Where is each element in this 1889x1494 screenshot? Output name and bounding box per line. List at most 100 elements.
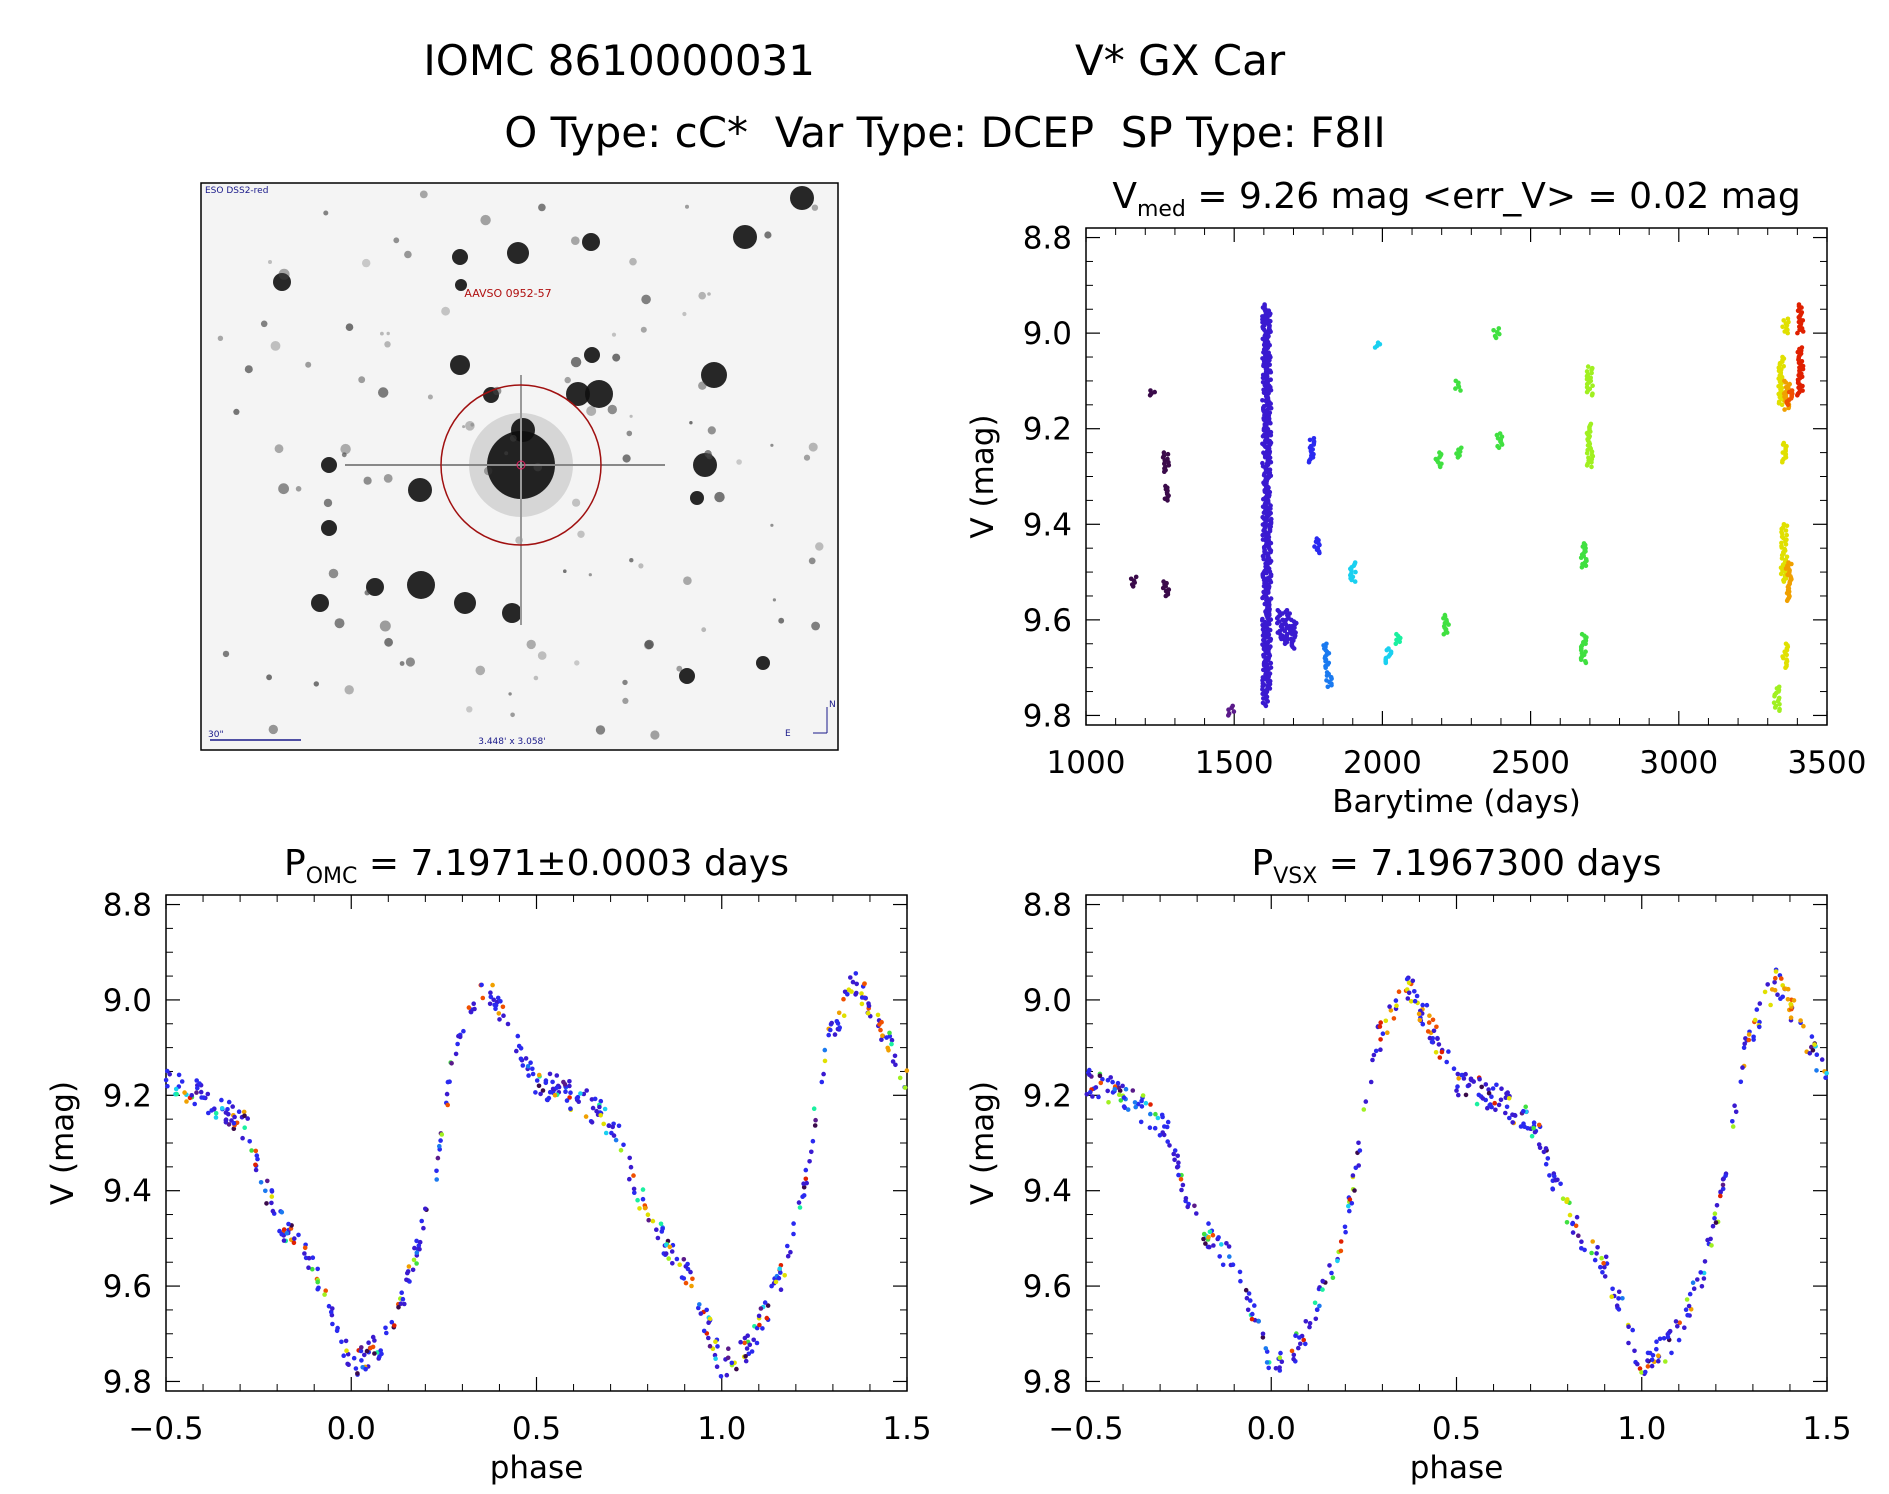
data-point (854, 981, 859, 987)
data-point (1661, 1336, 1667, 1341)
data-point (1479, 1084, 1484, 1090)
data-point (1709, 1243, 1714, 1248)
finder-star (772, 598, 777, 602)
data-point (1298, 1341, 1303, 1347)
data-point (1504, 1104, 1510, 1110)
data-point (1691, 1286, 1697, 1291)
data-point (832, 1032, 838, 1037)
chart-title: Vmed = 9.26 mag <err_V> = 0.02 mag (1112, 176, 1800, 222)
data-point (1491, 328, 1496, 333)
data-point (1268, 405, 1274, 411)
data-point (1714, 1203, 1720, 1208)
data-point (1329, 676, 1334, 682)
data-point (491, 997, 497, 1003)
x-tick-label: 3500 (1788, 745, 1867, 781)
data-point (213, 1115, 219, 1120)
data-point (893, 1062, 898, 1068)
data-point (1406, 980, 1412, 986)
data-point (1647, 1350, 1653, 1356)
data-point (1264, 428, 1270, 434)
data-point (1489, 1104, 1494, 1110)
data-point (1416, 1011, 1422, 1017)
data-point (791, 1221, 796, 1226)
target-circle (440, 384, 602, 546)
data-point (1263, 1346, 1269, 1351)
data-point (1437, 1055, 1443, 1060)
data-point (1698, 1270, 1703, 1275)
data-point (1363, 1099, 1369, 1104)
data-point (1338, 1239, 1344, 1244)
data-point (1742, 1041, 1747, 1047)
data-point (1712, 1216, 1717, 1221)
finder-star (222, 650, 230, 658)
data-point (526, 1073, 531, 1078)
data-point (706, 1320, 711, 1325)
data-point (1609, 1294, 1614, 1299)
data-point (1140, 1093, 1146, 1098)
data-point (1499, 442, 1505, 447)
data-point (1780, 459, 1785, 465)
finder-star (323, 210, 329, 216)
data-point (1361, 1107, 1367, 1112)
x-tick-label: 2000 (1343, 745, 1422, 781)
data-point (330, 1306, 335, 1311)
data-point (310, 1255, 316, 1260)
data-point (341, 1353, 347, 1358)
data-point (322, 1292, 327, 1297)
data-point (803, 1167, 809, 1173)
finder-star (266, 674, 272, 681)
x-axis-label: phase (490, 1450, 584, 1486)
data-point (655, 1235, 661, 1241)
data-point (1350, 1173, 1356, 1178)
data-point (213, 1110, 219, 1116)
data-point (1349, 1201, 1355, 1206)
data-point (344, 1348, 349, 1353)
data-point (472, 1006, 477, 1012)
data-point (819, 1079, 825, 1085)
data-point (666, 1256, 671, 1261)
data-point (359, 1358, 364, 1363)
data-point (1814, 1068, 1819, 1073)
data-point (1558, 1181, 1563, 1187)
data-point (302, 1245, 308, 1251)
data-point (1176, 1160, 1181, 1165)
data-point (1684, 1297, 1690, 1302)
finder-star (334, 618, 345, 629)
y-tick-label: 9.4 (1023, 1174, 1072, 1210)
data-point (194, 1090, 199, 1095)
data-point (518, 1056, 524, 1062)
data-point (776, 1275, 782, 1281)
finder-star (778, 617, 785, 624)
data-point (346, 1362, 351, 1367)
data-point (1391, 1016, 1397, 1021)
finder-star (379, 620, 391, 632)
data-point (291, 1240, 297, 1246)
finder-star (462, 425, 466, 429)
data-point (505, 1021, 511, 1027)
data-point (1675, 1324, 1680, 1329)
data-point (1541, 1149, 1547, 1155)
data-point (1589, 393, 1595, 398)
data-point (493, 1006, 498, 1012)
data-point (1610, 1286, 1615, 1292)
data-point (1303, 1341, 1308, 1347)
finder-star (538, 203, 546, 212)
finder-star (586, 406, 597, 416)
data-point (530, 1071, 536, 1077)
data-point (1560, 1196, 1566, 1201)
data-point (1595, 1245, 1600, 1250)
data-point (1701, 1270, 1707, 1276)
data-point (1657, 1336, 1663, 1342)
data-point (836, 1010, 842, 1016)
finder-star (510, 712, 515, 718)
data-point (411, 1257, 417, 1263)
data-point (1133, 1104, 1138, 1110)
data-point (1626, 1324, 1631, 1329)
finder-star (233, 408, 240, 415)
data-point (1616, 1296, 1621, 1301)
y-tick-label: 9.4 (103, 1174, 152, 1210)
data-point (904, 1068, 910, 1073)
data-point (1810, 1048, 1816, 1053)
data-point (1616, 1289, 1622, 1295)
data-point (1183, 1196, 1189, 1201)
